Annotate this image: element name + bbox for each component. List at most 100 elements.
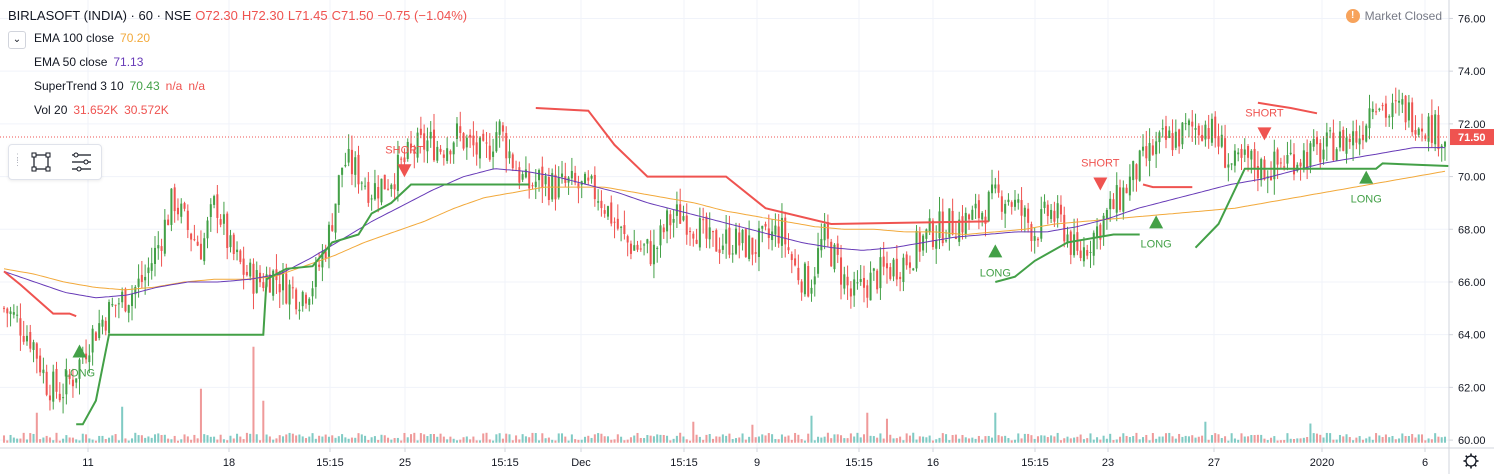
long-signal-label: LONG: [64, 367, 95, 379]
candle-body: [790, 254, 793, 261]
candle-body: [725, 229, 728, 244]
volume-bar: [833, 434, 836, 443]
volume-bar: [807, 433, 810, 443]
candle-body: [472, 135, 475, 146]
volume-bar: [524, 436, 527, 443]
volume-bar: [570, 434, 573, 443]
volume-bar: [1004, 435, 1007, 443]
volume-bar: [25, 439, 28, 443]
candle-body: [354, 157, 357, 175]
candle-body: [1394, 100, 1397, 102]
volume-bar: [623, 440, 626, 443]
volume-bar: [71, 437, 74, 443]
market-status[interactable]: ! Market Closed: [1345, 9, 1442, 23]
exclamation-icon: !: [1345, 9, 1360, 23]
short-signal-label: SHORT: [1245, 107, 1284, 119]
candle-body: [239, 250, 242, 262]
volume-bar: [318, 435, 321, 443]
candle-body: [689, 231, 692, 233]
long-signal-label: LONG: [1141, 238, 1172, 250]
object-tree-icon[interactable]: [27, 148, 55, 176]
candle-body: [2, 307, 6, 309]
volume-bar: [790, 439, 793, 443]
volume-bar: [229, 435, 232, 443]
candle-body: [1250, 150, 1253, 160]
price-tick-label: 74.00: [1458, 66, 1486, 78]
symbol-title[interactable]: BIRLASOFT (INDIA) · 60 · NSE: [8, 8, 192, 23]
volume-bar: [866, 412, 869, 443]
candle-body: [278, 284, 281, 293]
candle-body: [390, 184, 393, 189]
time-tick-label: 15:15: [1021, 457, 1049, 469]
candle-body: [518, 167, 521, 183]
volume-bar: [649, 435, 652, 443]
volume-bar: [1194, 437, 1197, 443]
candle-body: [1053, 210, 1056, 222]
candle-body: [1056, 203, 1059, 219]
candle-body: [652, 244, 655, 265]
indicator-row[interactable]: EMA 50 close 71.13: [8, 50, 467, 74]
candle-body: [1378, 108, 1381, 110]
volume-bar: [426, 436, 429, 443]
long-signal-arrow: [1149, 215, 1164, 229]
volume-bar: [121, 406, 124, 443]
volume-bar: [626, 439, 629, 443]
volume-bar: [830, 438, 833, 443]
volume-bar: [62, 438, 65, 443]
candle-body: [1069, 231, 1072, 255]
volume-bar: [1329, 433, 1332, 443]
candle-body: [711, 231, 715, 233]
candle-body: [1315, 137, 1318, 145]
candle-body: [6, 308, 9, 314]
volume-bar: [183, 434, 186, 443]
volume-bar: [478, 440, 481, 443]
volume-bar: [1338, 434, 1341, 443]
candle-body: [616, 218, 619, 229]
candle-body: [853, 279, 856, 296]
volume-bar: [1138, 439, 1141, 443]
indicator-row[interactable]: Vol 20 31.652K 30.572K: [8, 98, 467, 122]
collapse-legend-button[interactable]: ⌄: [8, 31, 26, 49]
price-tick-label: 60.00: [1458, 435, 1486, 447]
volume-bar: [1227, 440, 1230, 443]
settings-gear-icon[interactable]: [1463, 453, 1479, 469]
candle-body: [780, 217, 783, 246]
candle-body: [774, 225, 777, 235]
indicator-value: 70.20: [120, 31, 151, 45]
volume-bar: [1391, 436, 1394, 443]
drag-handle-icon[interactable]: ⋮ ⋮: [13, 152, 22, 167]
candle-body: [213, 196, 216, 205]
volume-bar: [1076, 436, 1079, 443]
candle-body: [452, 142, 455, 155]
candle-body: [216, 194, 219, 218]
volume-bar: [1224, 436, 1227, 443]
volume-bar: [39, 439, 42, 443]
candle-body: [771, 231, 774, 241]
candle-body: [1329, 130, 1332, 132]
volume-bar: [603, 436, 606, 443]
candle-body: [810, 287, 813, 294]
candle-body: [728, 227, 731, 255]
indicator-row[interactable]: EMA 100 close 70.20: [8, 26, 467, 50]
volume-bar: [1168, 432, 1171, 443]
candle-body: [1168, 130, 1171, 139]
price-tick-label: 64.00: [1458, 330, 1486, 342]
volume-bar: [511, 440, 514, 443]
volume-bar: [1059, 440, 1062, 443]
volume-bar: [124, 438, 127, 443]
volume-bar: [140, 435, 143, 443]
candle-body: [78, 359, 81, 379]
indicator-row[interactable]: SuperTrend 3 10 70.43 n/a n/a: [8, 74, 467, 98]
supertrend-down-line: [1257, 101, 1318, 115]
candle-body: [65, 370, 68, 395]
data-window-icon[interactable]: [67, 148, 95, 176]
volume-bar: [1256, 434, 1259, 443]
volume-bar: [255, 434, 258, 443]
volume-bar: [482, 433, 485, 443]
volume-bar: [367, 439, 370, 443]
candle-body: [25, 335, 28, 342]
volume-bar: [2, 435, 6, 443]
candle-body: [134, 286, 137, 295]
volume-bar: [803, 440, 806, 443]
